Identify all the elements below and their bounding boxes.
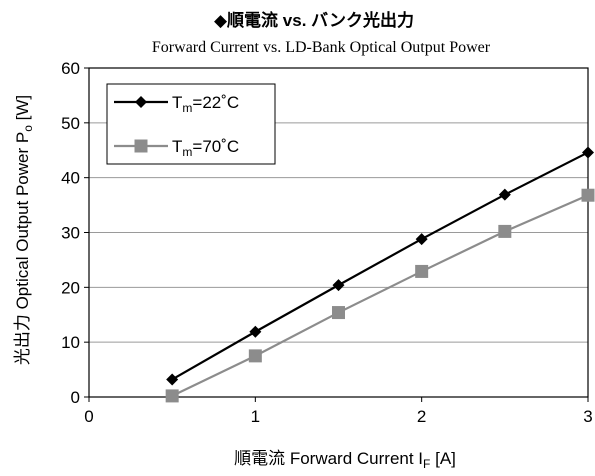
series-1-point [498, 188, 511, 201]
x-tick-label: 0 [84, 407, 93, 426]
legend-marker-1 [135, 96, 147, 108]
series-2-point [165, 389, 179, 403]
y-tick-label: 60 [61, 59, 80, 78]
chart-subtitle: Forward Current vs. LD-Bank Optical Outp… [152, 39, 491, 56]
y-tick-label: 20 [61, 278, 80, 297]
y-tick-label: 50 [61, 114, 80, 133]
series-2-point [415, 264, 429, 278]
plot-area: 0 10 20 30 40 50 60 0 1 2 3 Tm=22˚C Tm=70˚C [61, 59, 595, 426]
y-tick-label: 40 [61, 169, 80, 188]
legend-label-1: Tm=22˚C [172, 93, 239, 115]
series-2-point [248, 349, 262, 363]
series-line-1 [171, 151, 589, 381]
y-tick-label: 30 [61, 224, 80, 243]
legend: Tm=22˚C Tm=70˚C [106, 83, 276, 165]
x-axis-label: 順電流 Forward Current IF [A] [234, 449, 456, 471]
y-tick-label: 0 [71, 388, 80, 407]
series-2-point [332, 306, 345, 320]
series-1-point [166, 373, 179, 386]
chart-title: ◆順電流 vs. バンク光出力 [214, 10, 414, 30]
series-2-point [498, 224, 512, 238]
x-tick-label: 2 [417, 407, 426, 426]
legend-marker-2 [134, 139, 148, 153]
series-line-2 [171, 194, 589, 397]
series-1-point [582, 146, 594, 159]
y-tick-label: 10 [61, 333, 80, 352]
series-1-point [415, 233, 428, 246]
series-1-point [249, 325, 262, 338]
y-axis-label: 光出力 Optical Output Power Po [W] [13, 95, 35, 365]
series-2-point [581, 188, 595, 202]
x-tick-label: 1 [251, 407, 260, 426]
series-1-point [332, 279, 345, 292]
legend-label-2: Tm=70˚C [172, 137, 239, 159]
x-tick-label: 3 [583, 407, 592, 426]
